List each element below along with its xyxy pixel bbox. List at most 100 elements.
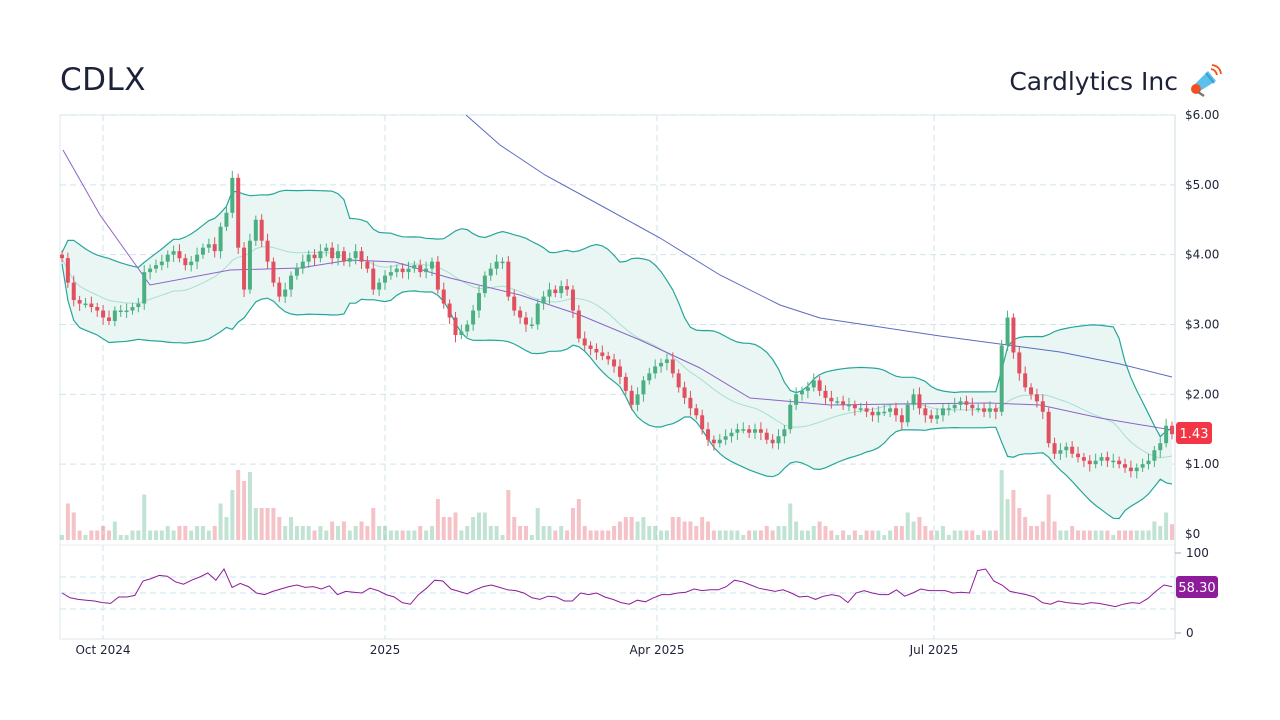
candle-body xyxy=(535,303,540,325)
candle-body xyxy=(940,408,945,416)
candle-body xyxy=(711,439,716,444)
candle-body xyxy=(600,352,605,356)
volume-bar xyxy=(412,530,417,540)
candle-body xyxy=(506,261,511,297)
candle-body xyxy=(559,286,564,294)
candle-body xyxy=(870,411,875,416)
candle-body xyxy=(153,265,158,269)
rsi-axis-label: 0 xyxy=(1186,626,1194,640)
candle-body xyxy=(83,303,88,306)
volume-bar xyxy=(1029,526,1034,540)
candle-body xyxy=(95,307,100,311)
bollinger-bands xyxy=(61,189,1173,520)
candle-body xyxy=(958,401,963,405)
candle-body xyxy=(253,219,258,241)
candle-body xyxy=(130,307,135,311)
candle-body xyxy=(89,303,94,308)
candle-body xyxy=(846,404,851,407)
volume-bar xyxy=(946,535,951,540)
candle-body xyxy=(177,251,182,259)
volume-bar xyxy=(711,530,716,540)
last-rsi-value: 58.30 xyxy=(1178,581,1215,596)
volume-bar xyxy=(706,521,711,540)
volume-bar xyxy=(976,535,981,540)
candle-body xyxy=(77,300,82,304)
price-axis-label: $0 xyxy=(1185,527,1200,541)
time-axis-label: Jul 2025 xyxy=(909,643,959,657)
candle-body xyxy=(952,404,957,409)
candle-body xyxy=(606,355,611,360)
volume-bar xyxy=(1123,530,1128,540)
volume-bar xyxy=(388,530,393,540)
candle-body xyxy=(764,432,769,440)
last-price-badge xyxy=(1176,422,1212,444)
candle-body xyxy=(1040,401,1045,412)
volume-bar xyxy=(776,526,781,540)
volume-bar xyxy=(999,470,1004,540)
volume-bar xyxy=(600,530,605,540)
candle-body xyxy=(1058,450,1063,454)
volume-bar xyxy=(95,530,100,540)
volume-bar xyxy=(523,526,528,540)
candle-body xyxy=(1134,467,1139,472)
volume-bar xyxy=(747,530,752,540)
bollinger-upper xyxy=(61,189,1173,438)
candle-body xyxy=(136,303,141,308)
candle-body xyxy=(1034,394,1039,402)
volume-bar xyxy=(1164,512,1169,540)
volume-bar xyxy=(435,499,440,540)
volume-bar xyxy=(148,530,153,540)
candle-body xyxy=(430,261,434,269)
volume-bar xyxy=(723,530,728,540)
volume-bar xyxy=(864,530,869,540)
volume-bar xyxy=(852,530,857,540)
volume-bar xyxy=(805,530,810,540)
candle-body xyxy=(970,404,975,409)
volume-bar xyxy=(570,508,575,540)
volume-bar xyxy=(1023,517,1028,540)
volume-bar xyxy=(958,530,963,540)
candle-body xyxy=(753,429,758,433)
volume-bar xyxy=(882,535,887,540)
volume-bar xyxy=(512,517,517,540)
volume-bar xyxy=(383,526,388,540)
candle-body xyxy=(318,251,323,259)
candle-body xyxy=(946,408,951,410)
value-badges: 1.43 58.30 xyxy=(1176,422,1218,598)
candle-body xyxy=(189,261,194,266)
candle-body xyxy=(1152,450,1157,461)
volume-bar xyxy=(1099,530,1104,540)
candle-body xyxy=(230,177,235,213)
volume-bar xyxy=(1146,530,1151,540)
volume-bar xyxy=(394,530,399,540)
volume-bar xyxy=(846,535,851,540)
volume-bar xyxy=(400,530,405,540)
candle-body xyxy=(782,429,787,437)
volume-bar xyxy=(453,512,458,540)
volume-bar xyxy=(1140,530,1145,540)
volume-bar xyxy=(324,530,329,540)
volume-bar xyxy=(993,530,998,540)
volume-bar xyxy=(917,517,922,540)
candle-body xyxy=(1146,460,1151,465)
candle-body xyxy=(700,415,705,430)
candle-body xyxy=(206,244,211,248)
volume-bar xyxy=(142,494,147,540)
volume-bar xyxy=(612,526,617,540)
candle-body xyxy=(594,348,599,353)
volume-bar xyxy=(547,526,552,540)
volume-bar xyxy=(782,526,787,540)
rsi-line xyxy=(61,568,1173,608)
volume-bar xyxy=(899,526,904,540)
volume-bar xyxy=(330,521,335,540)
price-axis-label: $2.00 xyxy=(1185,387,1219,401)
candle-body xyxy=(347,258,352,262)
candle-body xyxy=(365,261,370,269)
candle-body xyxy=(617,366,622,377)
candle-body xyxy=(917,394,922,409)
axes: $6.00 $5.00 $4.00 $3.00 $2.00 $1.00 $0 100 0 Oct … xyxy=(75,108,1219,657)
candle-body xyxy=(570,289,575,311)
candle-body xyxy=(424,268,429,273)
volume-bar xyxy=(823,526,828,540)
